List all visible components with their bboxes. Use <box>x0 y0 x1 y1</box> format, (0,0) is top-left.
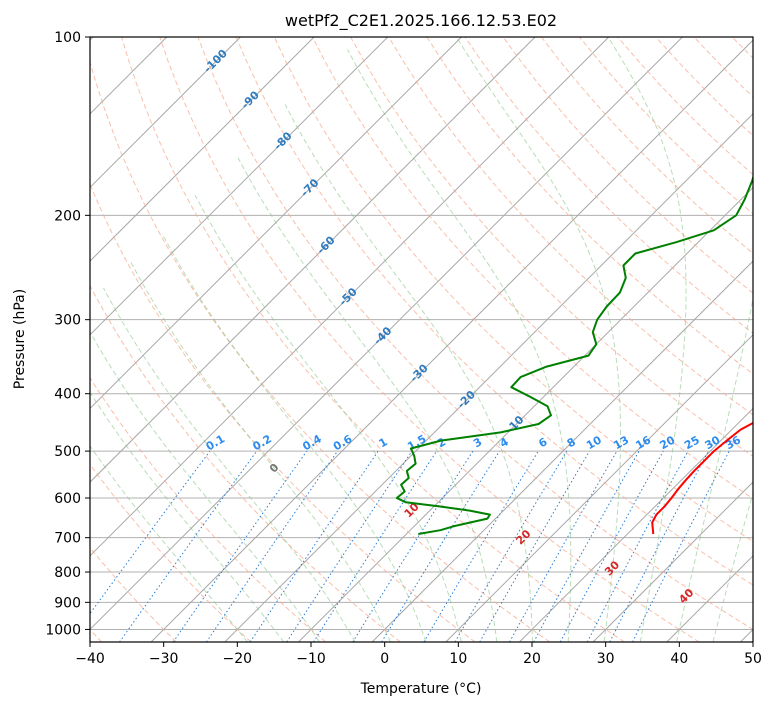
mixing-ratio-line <box>119 450 258 642</box>
moist-adiabat-line <box>712 491 753 642</box>
x-tick-label: 10 <box>449 651 467 667</box>
mixing-ratio-line <box>509 450 618 642</box>
x-tick-label: 0 <box>380 651 389 667</box>
x-tick-label: 40 <box>670 651 688 667</box>
dry-adiabat-line <box>197 37 753 630</box>
dry-adiabat-line <box>90 376 327 642</box>
y-tick-label: 700 <box>54 531 81 547</box>
sounding-profiles <box>395 174 753 535</box>
dewpoint-profile <box>395 174 753 535</box>
mixing-ratio-line <box>533 450 640 642</box>
dry-adiabat-line <box>502 37 753 294</box>
mixing-ratio-line <box>559 450 664 642</box>
mixing-ratio-line <box>286 450 413 642</box>
dry-adiabat-line <box>426 37 753 375</box>
isotherm-line <box>90 37 389 336</box>
background-lines <box>90 37 753 642</box>
chart-title: wetPf2_C2E1.2025.166.12.53.E02 <box>285 11 557 31</box>
mixing-ratio-line <box>249 450 379 642</box>
dry-adiabat-line <box>235 37 753 586</box>
dry-adiabat-line <box>159 37 700 642</box>
mixing-ratio-line <box>632 450 730 642</box>
moist-adiabat-line <box>194 195 462 642</box>
y-tick-label: 100 <box>54 30 81 46</box>
isotherm-line <box>90 37 315 262</box>
y-tick-label: 600 <box>54 491 81 507</box>
moist-adiabat-line <box>284 104 533 642</box>
y-axis-label: Pressure (hPa) <box>12 289 28 389</box>
mixing-ratio-line <box>352 450 474 642</box>
x-axis-ticks: −40 −30 −20 −10 0 10 20 30 40 50 <box>75 642 762 667</box>
isotherm-line <box>445 334 753 642</box>
isotherm-line <box>592 481 753 642</box>
moist-adiabat-line <box>102 287 356 642</box>
y-tick-label: 500 <box>54 444 81 460</box>
isotherm-line <box>519 407 753 642</box>
y-tick-label: 200 <box>54 208 81 224</box>
x-tick-label: −30 <box>149 651 179 667</box>
isotherm-line <box>150 39 753 642</box>
isotherm-line <box>90 37 462 410</box>
dry-adiabat-line <box>90 284 401 642</box>
isotherm-line <box>224 113 753 642</box>
isotherm-line <box>90 37 536 483</box>
dry-adiabat-line <box>90 182 476 642</box>
mixing-ratio-line <box>381 450 500 642</box>
mixing-ratio-line <box>205 450 338 642</box>
mixing-ratio-line <box>90 450 211 615</box>
isotherm-line <box>90 37 683 631</box>
moist-adiabat-line <box>607 37 687 642</box>
moist-adiabat-line <box>237 157 498 642</box>
moist-adiabat-line <box>90 445 248 642</box>
y-tick-label: 300 <box>54 313 81 329</box>
x-tick-label: 20 <box>523 651 541 667</box>
dry-adiabat-line <box>311 37 753 500</box>
moist-adiabat-line <box>90 391 285 642</box>
isotherm-line <box>90 37 241 189</box>
y-tick-label: 1000 <box>45 622 81 638</box>
isotherm-line <box>90 37 610 557</box>
dry-adiabat-line <box>90 463 252 642</box>
temperature-profile <box>651 421 753 535</box>
x-tick-label: −10 <box>296 651 326 667</box>
dry-adiabat-line <box>90 60 551 642</box>
x-tick-label: 50 <box>744 651 762 667</box>
y-tick-label: 400 <box>54 387 81 403</box>
x-tick-label: −40 <box>75 651 105 667</box>
x-tick-label: −20 <box>223 651 253 667</box>
dry-adiabat-line <box>388 37 753 416</box>
x-tick-label: 30 <box>597 651 615 667</box>
mixing-ratio-line <box>313 450 438 642</box>
y-axis-ticks: 100 200 300 400 500 600 700 800 900 1000 <box>45 30 90 638</box>
isotherm-line <box>371 260 753 642</box>
x-axis-label: Temperature (°C) <box>360 681 482 697</box>
mixing-ratio-line <box>172 450 308 642</box>
y-tick-label: 900 <box>54 595 81 611</box>
y-tick-label: 800 <box>54 565 81 581</box>
plot-frame <box>89 36 754 643</box>
moist-adiabat-line <box>90 331 320 642</box>
dry-adiabat-line <box>90 546 177 642</box>
moist-adiabat-line <box>676 296 753 642</box>
dry-adiabat-line <box>121 37 625 642</box>
moist-adiabat-line <box>130 262 392 642</box>
moist-adiabat-line <box>161 233 427 642</box>
